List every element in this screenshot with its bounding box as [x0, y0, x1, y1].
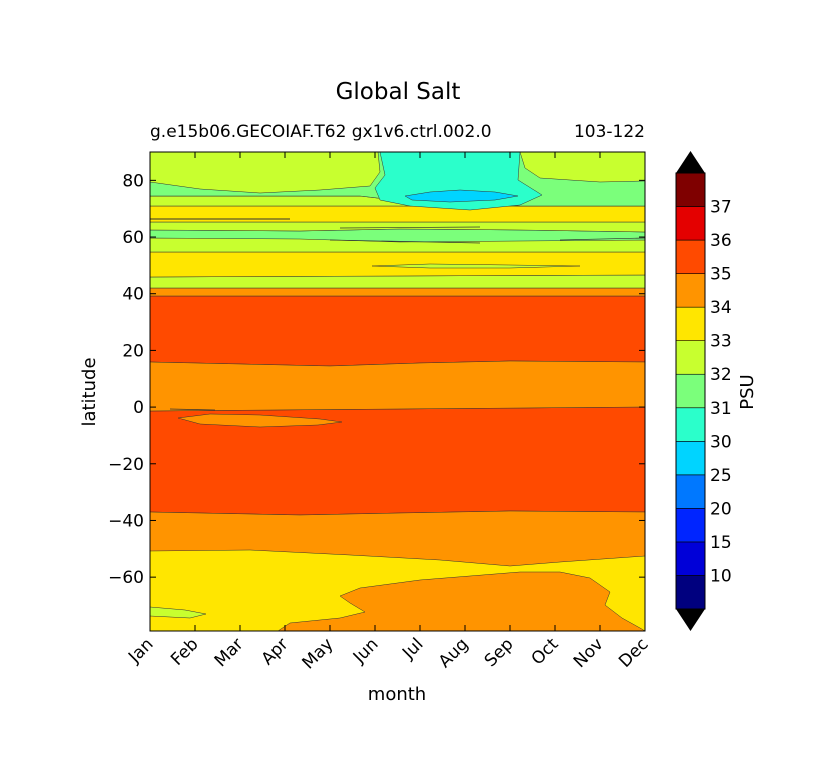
colorbar-tick-label: 25	[710, 466, 732, 486]
x-tick-label: Dec	[615, 634, 652, 671]
colorbar-swatch	[675, 508, 706, 543]
feature-equatorial-line	[169, 408, 216, 411]
contour-line-lat60	[329, 239, 481, 244]
colorbar-tick-label: 36	[710, 231, 732, 251]
band-34-35-equatorial	[150, 360, 645, 412]
feature-arctic-25-30	[404, 189, 519, 203]
band-32-33-lat62	[150, 221, 645, 233]
band-32-33-lat42-46	[150, 274, 645, 289]
chart-subtitle-left: g.e15b06.GECOIAF.T62 gx1v6.ctrl.002.0	[150, 122, 492, 142]
y-tick-label: 60	[122, 228, 144, 248]
y-tick-label: −60	[108, 568, 144, 588]
colorbar-tick-label: 31	[710, 399, 732, 419]
y-tick-label: −40	[108, 511, 144, 531]
x-tick-label: Jun	[349, 634, 383, 668]
plot-area	[150, 152, 645, 631]
x-tick-label: Oct	[528, 634, 563, 669]
x-tick-label: Jan	[124, 634, 157, 667]
x-tick-label: Mar	[211, 634, 248, 671]
colorbar-swatch	[675, 575, 706, 610]
colorbar-tick-label: 32	[710, 365, 732, 385]
feature-equatorial-tongue	[177, 413, 343, 428]
y-tick-label: 20	[122, 341, 144, 361]
x-tick-label: Sep	[481, 634, 518, 671]
colorbar-swatch	[675, 172, 706, 207]
colorbar-swatch	[675, 373, 706, 409]
x-tick-label: Feb	[167, 634, 202, 669]
colorbar-label: PSU	[737, 374, 758, 409]
contour-line-lat59	[559, 237, 645, 241]
colorbar-tick-label: 34	[710, 298, 732, 318]
colorbar-extend-under	[676, 609, 705, 631]
band-35-36-north	[150, 295, 645, 367]
colorbar-swatch	[675, 340, 706, 375]
x-tick-label: Aug	[435, 634, 473, 672]
y-tick-label: 80	[122, 171, 144, 191]
x-tick-label: May	[299, 634, 338, 673]
x-axis-label: month	[368, 684, 426, 705]
colorbar-tick-label: 33	[710, 332, 732, 352]
x-tick-label: Apr	[258, 634, 293, 669]
band-33-34-lat46-54	[150, 251, 645, 278]
feature-yellow-lens-lat50	[371, 263, 581, 269]
colorbar-swatch	[675, 541, 706, 576]
colorbar-tick-label: 20	[710, 499, 732, 519]
feature-southern-ocean-34-35	[277, 571, 645, 631]
plot-frame	[149, 151, 646, 632]
y-tick-label: 40	[122, 285, 144, 305]
colorbar-frame	[675, 172, 706, 610]
colorbar-swatch	[675, 441, 706, 476]
colorbar-tick-label: 35	[710, 265, 732, 285]
chart-title: Global Salt	[336, 79, 461, 105]
x-tick-label: Jul	[398, 634, 427, 663]
x-tick-label: Nov	[570, 634, 608, 672]
band-33-34-lat64-70	[150, 205, 645, 223]
colorbar-swatch	[675, 206, 706, 241]
y-axis-label: latitude	[79, 357, 100, 426]
band-34-35-north-narrow	[150, 287, 645, 297]
colorbar-tick-label: 30	[710, 432, 732, 452]
y-tick-label: 0	[133, 398, 144, 418]
colorbar-swatch	[675, 474, 706, 509]
colorbar: 10 15 20 25 30 31 32 33 34 35 36 37	[675, 151, 732, 631]
colorbar-swatch	[675, 407, 706, 442]
y-axis: 80 60 40 20 0 −20 −40 −60	[108, 171, 645, 588]
colorbar-swatch	[675, 239, 706, 274]
band-34-35-south	[150, 510, 645, 567]
feature-southern-32-33	[150, 606, 207, 619]
colorbar-tick-label: 37	[710, 198, 732, 218]
colorbar-tick-label: 10	[710, 566, 732, 586]
colorbar-extend-over	[676, 151, 705, 173]
y-tick-label: −20	[108, 455, 144, 475]
colorbar-swatch	[675, 273, 706, 308]
colorbar-tick-label: 15	[710, 533, 732, 553]
chart-subtitle-right: 103-122	[574, 122, 645, 142]
contour-line-lat64	[339, 226, 481, 229]
colorbar-swatch	[675, 306, 706, 341]
